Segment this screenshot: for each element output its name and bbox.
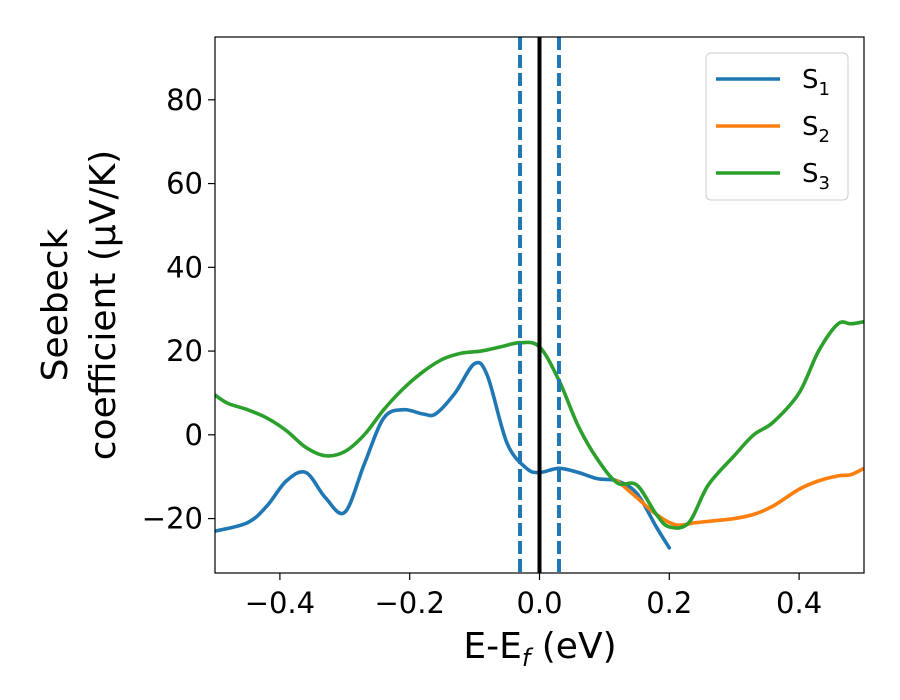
legend-label-s1: S1 <box>802 65 830 100</box>
series-s2-line <box>615 466 864 528</box>
legend-label-s3: S3 <box>802 159 830 194</box>
series-s1-line <box>215 360 672 550</box>
x-tick-label: 0.2 <box>646 586 692 620</box>
x-tick-label: 0.0 <box>516 586 562 620</box>
x-axis-ticks: −0.4 −0.2 0.0 0.2 0.4 <box>245 573 822 620</box>
y-tick-label: 80 <box>166 83 203 117</box>
x-tick-label: 0.4 <box>776 586 822 620</box>
y-axis-label-line2: coefficient (μV/K) <box>83 150 124 460</box>
x-tick-label: −0.4 <box>245 586 315 620</box>
x-tick-label: −0.2 <box>374 586 444 620</box>
y-tick-label: 40 <box>166 250 203 284</box>
reference-lines <box>518 37 561 573</box>
y-tick-label: 0 <box>185 418 203 452</box>
legend: S1 S2 S3 <box>705 52 849 201</box>
y-tick-label: 60 <box>166 167 203 201</box>
x-axis-label: E-Ef (eV) <box>463 626 616 672</box>
legend-label-s2: S2 <box>802 112 830 147</box>
y-tick-label: −20 <box>142 502 203 536</box>
y-tick-label: 20 <box>166 334 203 368</box>
y-axis-ticks: −20 0 20 40 60 80 <box>142 83 215 536</box>
y-axis-label: Seebeck coefficient (μV/K) <box>35 150 124 460</box>
y-axis-label-line1: Seebeck <box>35 228 76 381</box>
